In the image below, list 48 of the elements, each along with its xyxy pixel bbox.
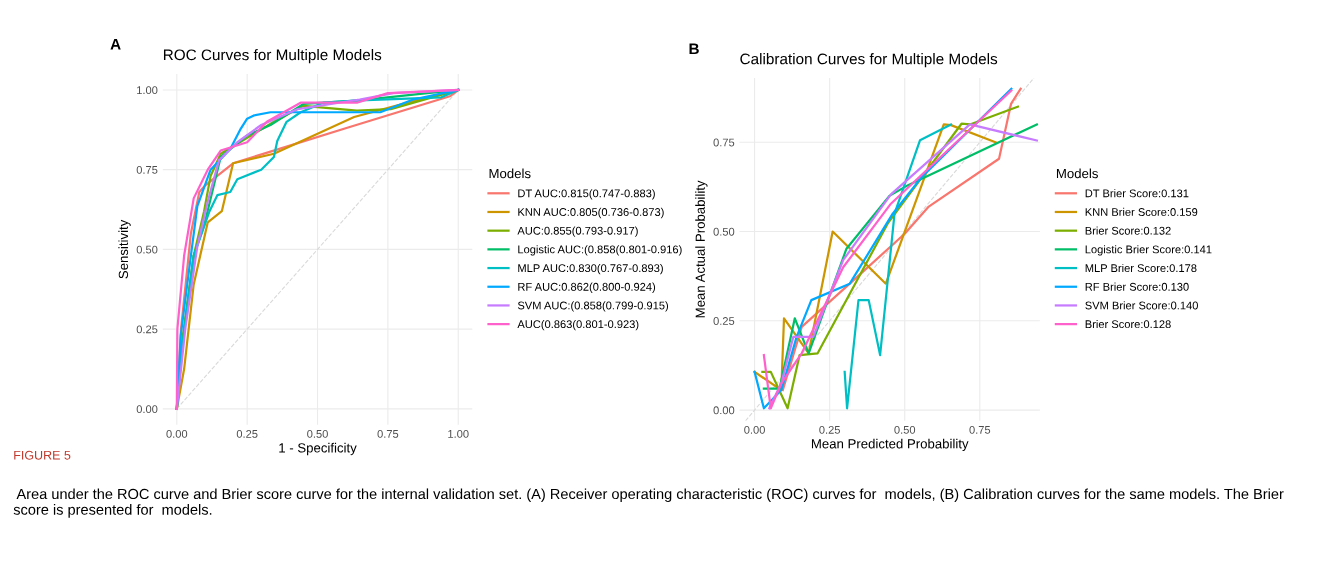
legend-label: SVM Brier Score:0.140 [1085, 301, 1198, 310]
x-tick-label: 1.00 [448, 429, 469, 438]
x-axis-title: 1 - Specificity [279, 442, 357, 456]
legend-label: KNN AUC:0.805(0.736-0.873) [518, 207, 664, 219]
legend-title: Models [1056, 168, 1098, 179]
chart-title: Calibration Curves for Multiple Models [740, 53, 998, 68]
y-tick-label: 0.00 [136, 405, 158, 414]
line-series [843, 123, 953, 410]
legend-label: SVM AUC:(0.858(0.799-0.915) [517, 301, 669, 312]
text: Area under the ROC curve and Brier score curve for the internal validation set. (A) Receiver operating characteristic (ROC) curves for models, (B) Calibration curves for the same models. The Brier score is presented for models. [13, 488, 1284, 518]
x-axis-title: Mean Predicted Probability [811, 438, 969, 452]
y-tick-label: 1.00 [137, 86, 158, 95]
y-tick-label: 0.00 [713, 406, 735, 415]
line-series [781, 87, 1022, 392]
y-tick-label: 0.25 [713, 317, 735, 325]
legend-label: KNN Brier Score:0.159 [1085, 207, 1198, 216]
legend-label: MLP Brier Score:0.178 [1085, 263, 1197, 273]
legend-label: AUC(0.863(0.801-0.923) [517, 319, 639, 331]
legend-title: Models [489, 168, 531, 179]
legend-label: AUC:0.855(0.793-0.917) [517, 226, 638, 237]
legend-label: Brier Score:0.128 [1085, 319, 1171, 329]
legend-label: Logistic Brier Score:0.141 [1085, 245, 1212, 256]
y-axis-title: Mean Actual Probability [695, 180, 708, 318]
x-tick-label: 0.00 [744, 425, 765, 434]
x-tick-label: 0.25 [236, 429, 258, 438]
y-tick-label: 0.50 [713, 227, 735, 236]
legend-label: RF AUC:0.862(0.800-0.924) [518, 282, 656, 293]
legend-label: Logistic AUC:(0.858(0.801-0.916) [518, 245, 682, 256]
y-tick-label: 0.75 [713, 138, 735, 147]
y-tick-label: 0.25 [136, 325, 158, 334]
y-axis-title: Sensitivity [118, 219, 131, 279]
legend-label: DT Brier Score:0.131 [1085, 189, 1189, 198]
x-tick-label: 0.75 [969, 425, 991, 434]
caption: FIGURE 5 [14, 450, 71, 460]
y-tick-label: 0.50 [136, 245, 158, 254]
x-tick-label: 0.25 [819, 425, 840, 434]
text: B [689, 43, 699, 55]
x-tick-label: 0.00 [166, 429, 188, 438]
chart-title: ROC Curves for Multiple Models [163, 49, 382, 64]
legend-label: RF Brier Score:0.130 [1085, 282, 1189, 291]
x-tick-label: 0.75 [377, 429, 399, 438]
y-tick-label: 0.75 [136, 165, 158, 174]
legend-label: DT AUC:0.815(0.747-0.883) [518, 189, 655, 200]
x-tick-label: 0.50 [307, 429, 328, 438]
x-tick-label: 0.50 [894, 425, 916, 434]
text: A [110, 38, 121, 50]
legend-label: Brier Score:0.132 [1085, 226, 1171, 235]
legend-label: MLP AUC:0.830(0.767-0.893) [518, 263, 663, 275]
